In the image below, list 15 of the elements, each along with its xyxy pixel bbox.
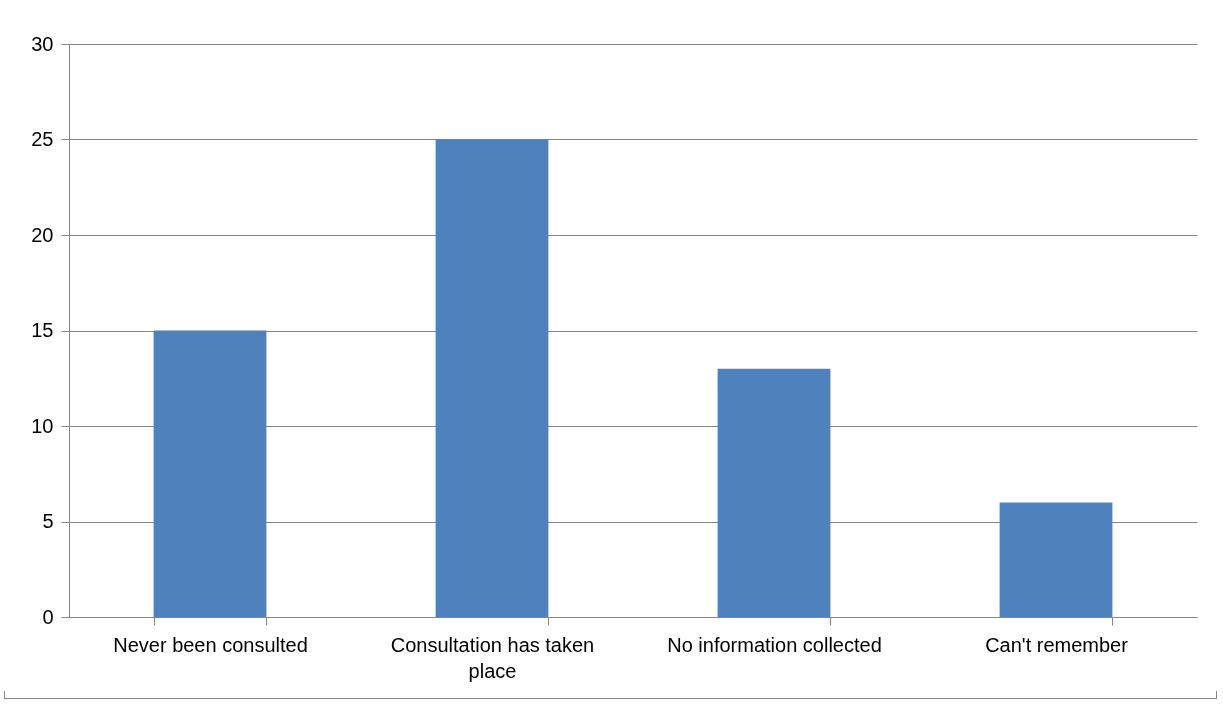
x-tick-label: Can't remember (985, 633, 1129, 656)
x-tick-label: Consultation has taken place (390, 633, 595, 682)
bar (435, 139, 549, 617)
x-tick-label: No information collected (667, 633, 882, 656)
y-tick-label: 5 (42, 510, 54, 532)
y-tick-label: 25 (31, 128, 54, 150)
y-tick-label: 15 (31, 319, 54, 341)
y-tick-label: 20 (31, 223, 54, 246)
y-tick-label: 0 (42, 605, 54, 628)
x-tick-label: Never been consulted (113, 633, 308, 656)
bar (999, 502, 1113, 617)
bar (717, 368, 831, 617)
y-tick-label: 30 (31, 32, 54, 55)
bar (153, 330, 267, 617)
y-tick-label: 10 (31, 414, 54, 437)
